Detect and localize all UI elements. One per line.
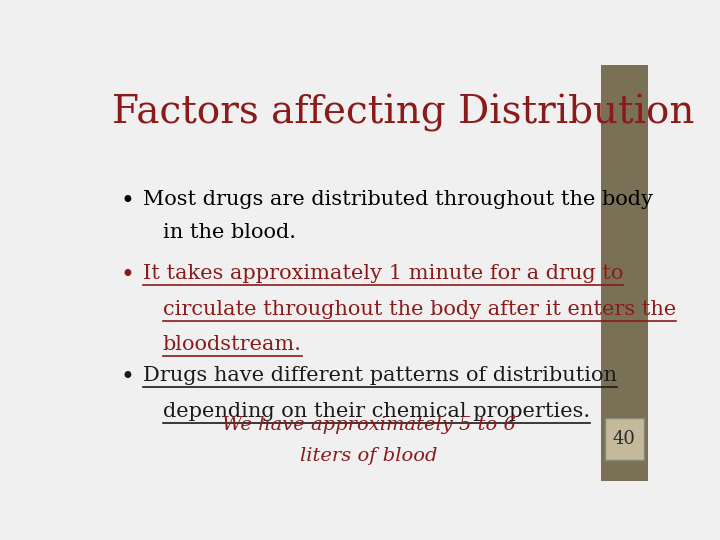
FancyBboxPatch shape <box>600 65 648 481</box>
Text: Drugs have different patterns of distribution: Drugs have different patterns of distrib… <box>143 366 617 385</box>
Text: 40: 40 <box>613 430 636 448</box>
Text: •: • <box>121 190 135 213</box>
Text: We have approximately 5 to 6: We have approximately 5 to 6 <box>222 416 516 434</box>
Text: •: • <box>121 265 135 287</box>
Text: •: • <box>121 366 135 389</box>
Text: Factors affecting Distribution: Factors affecting Distribution <box>112 94 695 132</box>
Text: liters of blood: liters of blood <box>300 447 438 465</box>
Text: in the blood.: in the blood. <box>163 223 295 242</box>
Text: depending on their chemical properties.: depending on their chemical properties. <box>163 402 590 421</box>
Text: Most drugs are distributed throughout the body: Most drugs are distributed throughout th… <box>143 190 653 208</box>
Text: It takes approximately 1 minute for a drug to: It takes approximately 1 minute for a dr… <box>143 265 624 284</box>
Text: circulate throughout the body after it enters the: circulate throughout the body after it e… <box>163 300 676 319</box>
Text: bloodstream.: bloodstream. <box>163 335 302 354</box>
FancyBboxPatch shape <box>605 418 644 460</box>
